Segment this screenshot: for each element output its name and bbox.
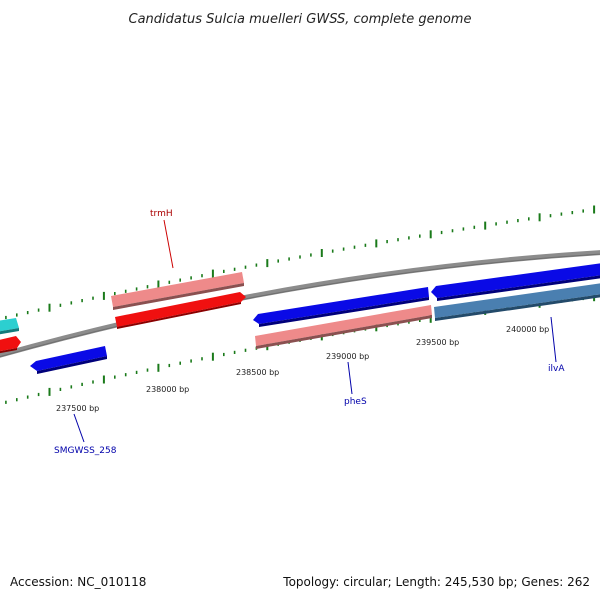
position-label-239500: 239500 bp (416, 338, 459, 347)
position-label-240000: 240000 bp (506, 325, 549, 334)
accession-text: Accession: NC_010118 (10, 575, 146, 589)
gene-cyan-partial[interactable] (0, 318, 19, 336)
genome-summary-text: Topology: circular; Length: 245,530 bp; … (282, 575, 590, 589)
gene-label-ilvA[interactable]: ilvA (548, 364, 565, 374)
position-label-237500: 237500 bp (56, 404, 99, 413)
gene-red-partial[interactable] (0, 336, 21, 355)
gene-trmH-upper[interactable] (111, 272, 244, 310)
gene-label-trmH[interactable]: trmH (150, 209, 173, 219)
gene-label-leaders (73, 219, 557, 443)
position-label-238000: 238000 bp (146, 385, 189, 394)
gene-pheS-forward[interactable] (253, 287, 429, 327)
genome-backbone (0, 250, 600, 358)
gene-SMGWSS_258[interactable] (30, 346, 107, 374)
map-title: Candidatus Sulcia muelleri GWSS, complet… (129, 12, 472, 27)
outer-tick-ring (5, 205, 596, 320)
gene-labels: trmH pheS ilvA SMGWSS_258 (54, 209, 565, 456)
position-labels: 237500 bp 238000 bp 238500 bp 239000 bp … (56, 325, 549, 413)
gene-trmH-lower[interactable] (115, 292, 246, 329)
gene-ilvA-reverse[interactable] (434, 282, 600, 321)
gene-label-pheS[interactable]: pheS (344, 397, 367, 407)
gene-label-SMGWSS_258[interactable]: SMGWSS_258 (54, 446, 117, 456)
gene-pheS-reverse[interactable] (255, 305, 432, 349)
gene-ilvA-forward[interactable] (431, 262, 600, 301)
position-label-238500: 238500 bp (236, 368, 279, 377)
position-label-239000: 239000 bp (326, 352, 369, 361)
